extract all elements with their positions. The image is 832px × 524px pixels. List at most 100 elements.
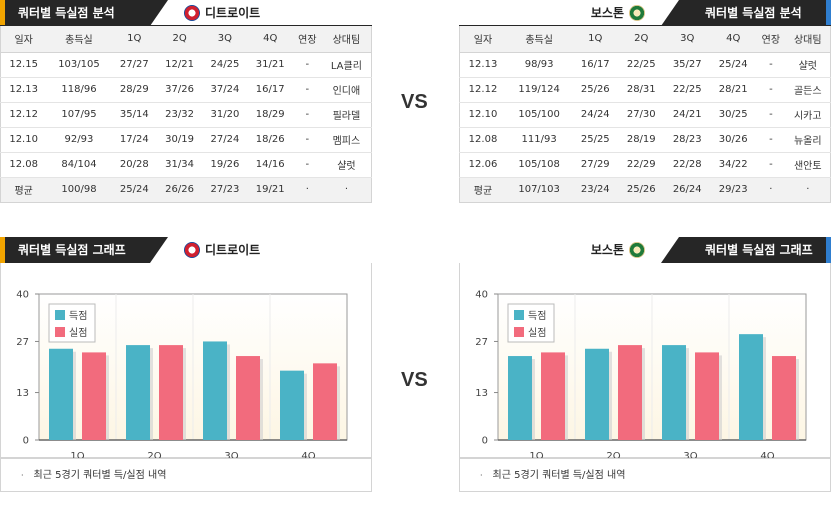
table-header-row: 일자 총득실 1Q 2Q 3Q 4Q 연장 상대팀 (459, 26, 831, 53)
x-tick-label: 4Q (301, 451, 315, 458)
table-cell: 12.08 (0, 152, 47, 178)
bar-allowed-4q (772, 356, 796, 440)
column-header: 일자 (0, 26, 47, 53)
table-cell: 샬럿 (321, 152, 372, 178)
bar-allowed-1q (82, 352, 106, 440)
table-cell: 16/17 (572, 52, 619, 78)
table-cell: · (756, 177, 786, 202)
x-tick-label: 3Q (224, 451, 238, 458)
table-cell: 84/104 (46, 152, 112, 178)
table-cell: 28/31 (618, 77, 665, 103)
table-cell: 25/24 (111, 177, 157, 202)
boston-chart-footnote: · 최근 5경기 쿼터별 득/실점 내역 (459, 458, 831, 492)
detroit-chart-title: 쿼터별 득실점 그래프 (0, 237, 168, 263)
table-cell: · (321, 177, 372, 202)
legend-label: 득점 (69, 310, 87, 322)
table-cell: 30/25 (710, 102, 757, 128)
table-cell: - (292, 152, 322, 178)
table-row: 12.08 84/104 20/28 31/34 19/26 14/16- 샬럿 (0, 152, 372, 178)
table-cell: - (292, 77, 322, 103)
table-row: 12.15 103/105 27/27 12/21 24/25 31/21- LA클리 (0, 52, 372, 78)
table-cell: - (756, 52, 786, 78)
table-cell: 119/124 (505, 77, 573, 103)
table-cell: 29/23 (710, 177, 757, 202)
table-cell: 17/24 (111, 127, 157, 153)
y-tick-label: 40 (16, 290, 29, 301)
boston-team-label: 보스톤 (591, 237, 645, 263)
table-cell: 35/14 (111, 102, 157, 128)
table-cell: 27/30 (618, 102, 665, 128)
table-cell: 37/24 (202, 77, 248, 103)
header-accent-bar (0, 237, 5, 263)
boston-team-name: 보스톤 (590, 6, 624, 20)
detroit-chart-footnote: · 최근 5경기 쿼터별 득/실점 내역 (0, 458, 372, 492)
table-cell: 22/25 (618, 52, 665, 78)
detroit-stats-table: 일자 총득실 1Q 2Q 3Q 4Q 연장 상대팀 12.15 103/105 27/27 12/2… (0, 26, 372, 203)
table-cell: 12.13 (459, 52, 506, 78)
column-header: 일자 (459, 26, 506, 53)
table-cell: 111/93 (505, 127, 573, 153)
table-cell: 28/23 (664, 127, 711, 153)
average-row: 평균 100/98 25/24 26/26 27/23 19/21 · · (0, 177, 372, 202)
table-cell: 19/21 (247, 177, 293, 202)
boston-stats-title: 쿼터별 득실점 분석 (661, 0, 831, 26)
y-tick-label: 13 (16, 388, 29, 399)
column-header: 1Q (111, 26, 157, 53)
table-cell: 24/21 (664, 102, 711, 128)
table-cell: 100/98 (46, 177, 112, 202)
table-cell: 118/96 (46, 77, 112, 103)
table-cell: 12.12 (459, 77, 506, 103)
detroit-team-label: 디트로이트 (184, 0, 260, 26)
legend-label: 실점 (69, 327, 87, 339)
table-header-row: 일자 총득실 1Q 2Q 3Q 4Q 연장 상대팀 (0, 26, 372, 53)
legend-label: 득점 (528, 310, 546, 322)
table-cell: 골든스 (785, 77, 831, 103)
table-cell: 22/29 (618, 152, 665, 178)
bar-allowed-3q (695, 352, 719, 440)
table-cell: 12.15 (0, 52, 47, 78)
column-header: 2Q (156, 26, 203, 53)
table-cell: 35/27 (664, 52, 711, 78)
footnote-text: 최근 5경기 쿼터별 득/실점 내역 (492, 470, 626, 481)
table-cell: 평균 (0, 177, 47, 202)
table-cell: 12.06 (459, 152, 506, 178)
table-cell: 27/24 (202, 127, 248, 153)
boston-stats-header: 쿼터별 득실점 분석 보스톤 (459, 0, 831, 26)
table-row: 12.06 105/108 27/29 22/29 22/28 34/22- 샌안토 (459, 152, 831, 178)
table-cell: LA클리 (321, 52, 372, 78)
table-cell: 12.08 (459, 127, 506, 153)
table-cell: 92/93 (46, 127, 112, 153)
table-cell: 27/27 (111, 52, 157, 78)
table-cell: 멤피스 (321, 127, 372, 153)
boston-chart-title: 쿼터별 득실점 그래프 (661, 237, 831, 263)
table-cell: 12/21 (156, 52, 203, 78)
table-row: 12.10 105/100 24/24 27/30 24/21 30/25- 시카고 (459, 102, 831, 128)
column-header: 상대팀 (785, 26, 831, 53)
header-accent-bar (826, 0, 831, 26)
y-tick-label: 40 (475, 290, 488, 301)
legend-swatch (55, 327, 65, 337)
bar-allowed-1q (541, 352, 565, 440)
table-cell: 24/25 (202, 52, 248, 78)
boston-stats-panel: 쿼터별 득실점 분석 보스톤 일자 총득실 1Q 2Q 3Q 4Q 연장 상대팀 12.13 9… (459, 0, 831, 203)
table-cell: 평균 (459, 177, 506, 202)
x-tick-label: 1Q (529, 451, 543, 458)
table-cell: 31/21 (247, 52, 293, 78)
table-cell: 28/29 (111, 77, 157, 103)
bar-scored-1q (49, 348, 73, 440)
table-cell: 25/26 (618, 177, 665, 202)
table-row: 12.12 107/95 35/14 23/32 31/20 18/29- 필라델 (0, 102, 372, 128)
table-cell: - (292, 52, 322, 78)
pistons-logo-icon (184, 242, 200, 258)
table-row: 12.10 92/93 17/24 30/19 27/24 18/26- 멤피스 (0, 127, 372, 153)
x-tick-label: 2Q (147, 451, 161, 458)
table-cell: 27/29 (572, 152, 619, 178)
column-header: 연장 (292, 26, 322, 53)
table-cell: 107/95 (46, 102, 112, 128)
table-cell: 12.13 (0, 77, 47, 103)
table-cell: 31/34 (156, 152, 203, 178)
table-cell: 25/24 (710, 52, 757, 78)
table-cell: 23/24 (572, 177, 619, 202)
